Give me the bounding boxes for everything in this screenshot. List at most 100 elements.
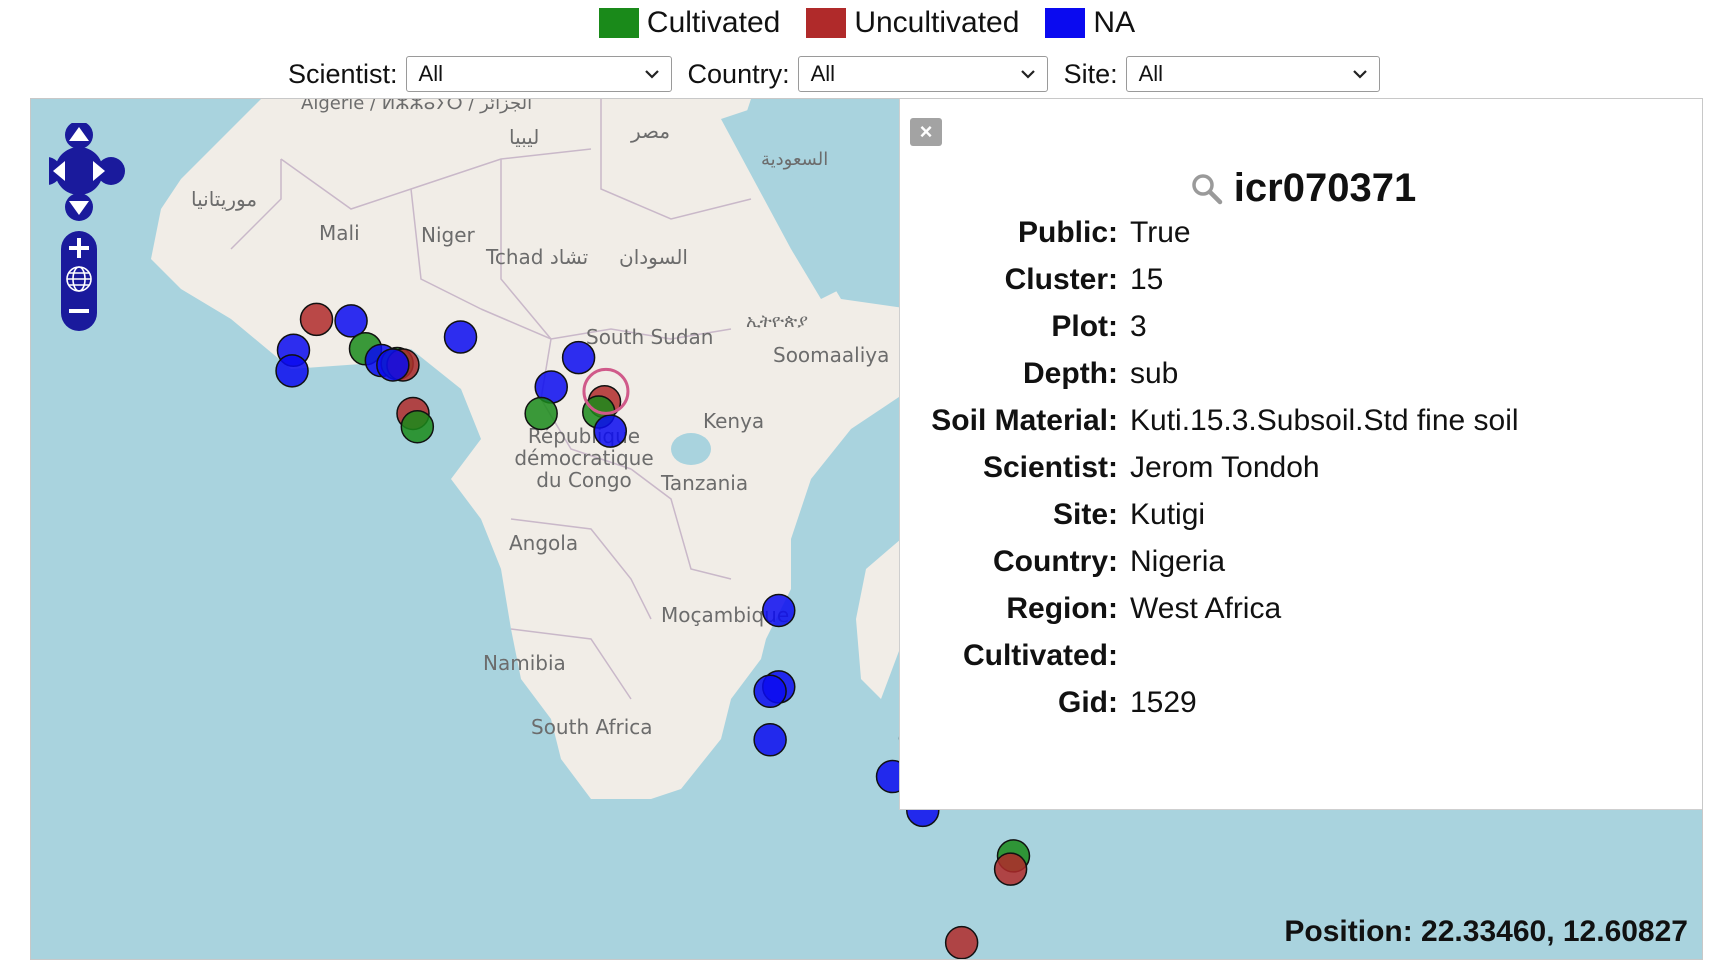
place-label-niger: Niger [421, 223, 475, 247]
attribute-value: Jerom Tondoh [1130, 451, 1320, 484]
zoom-out-icon[interactable] [69, 309, 89, 313]
legend-swatch-na [1045, 8, 1086, 38]
map-marker-na[interactable] [762, 593, 796, 628]
map-marker-na[interactable] [593, 414, 628, 448]
map-marker-uncultivated[interactable] [993, 852, 1028, 886]
lake-victoria [671, 433, 711, 465]
country-filter: Country: All [688, 56, 1048, 92]
scientist-filter: Scientist: All [288, 56, 672, 92]
place-label-mali: Mali [319, 221, 360, 245]
red-sea [721, 109, 841, 299]
legend-item-na: NA [1045, 6, 1135, 40]
attribute-value: 1529 [1130, 686, 1197, 719]
site-filter: Site: All [1064, 56, 1380, 92]
attribute-label: Scientist: [982, 451, 1118, 484]
scientist-select-value: All [418, 61, 443, 86]
place-label-libya: ليبيا [509, 125, 540, 149]
attribute-value: West Africa [1130, 592, 1282, 625]
scientist-filter-label: Scientist: [288, 58, 398, 89]
pan-up-icon[interactable] [69, 127, 89, 141]
country-select-value: All [810, 61, 836, 86]
attribute-label: Plot: [1051, 310, 1118, 343]
place-label-tanzania: Tanzania [661, 471, 749, 495]
madagascar-land [856, 539, 911, 699]
legend-item-cultivated: Cultivated [598, 6, 781, 40]
place-label-algeria: Algérie / ⵍⵣⵣⴰⵢⵔ / الجزائر [301, 98, 533, 114]
place-label-ethiopia: ኢትዮጵያ [746, 311, 809, 332]
chevron-down-icon [644, 70, 659, 79]
attribute-row: Site: Kutigi [900, 498, 1702, 542]
globe-icon[interactable] [66, 266, 92, 292]
search-icon [1192, 173, 1223, 204]
legend-item-uncultivated: Uncultivated [806, 6, 1019, 40]
attribute-value: 15 [1130, 263, 1164, 296]
map-marker-na[interactable] [561, 340, 596, 375]
attribute-row: Gid: 1529 [900, 686, 1702, 730]
pan-zoom-control [49, 123, 125, 331]
place-label-saudi: السعودية [761, 149, 829, 170]
attribute-label: Country: [993, 545, 1118, 578]
map-legend: Cultivated Uncultivated NA [0, 6, 1734, 40]
filter-bar: Scientist: All Country: All Site: All [288, 56, 1396, 92]
map-marker-na[interactable] [753, 723, 787, 757]
country-borders [230, 99, 752, 700]
place-label-angola: Angola [509, 531, 579, 555]
map-marker-cultivated[interactable] [400, 409, 435, 444]
close-button[interactable]: × [910, 118, 942, 146]
legend-label-cultivated: Cultivated [646, 6, 781, 39]
attribute-value: True [1130, 216, 1191, 249]
pan-left-icon[interactable] [53, 161, 65, 181]
place-label-kenya: Kenya [703, 409, 765, 433]
map-marker-uncultivated[interactable] [299, 302, 334, 337]
attribute-row: Scientist: Jerom Tondoh [900, 451, 1702, 495]
site-filter-label: Site: [1063, 58, 1118, 89]
selected-marker-ring [582, 367, 630, 415]
map-viewport[interactable]: Algérie / ⵍⵣⵣⴰⵢⵔ / الجزائر ليبيا مصر الس… [30, 98, 1703, 960]
attribute-row: Cluster: 15 [900, 263, 1702, 307]
map-marker-cultivated[interactable] [524, 396, 558, 431]
zoom-in-icon[interactable] [69, 238, 89, 258]
place-label-egypt: مصر [631, 119, 671, 143]
scientist-select[interactable]: All [405, 56, 672, 92]
map-marker-na[interactable] [334, 304, 368, 338]
country-select[interactable]: All [797, 56, 1048, 92]
site-select[interactable]: All [1125, 56, 1380, 92]
attribute-label: Cultivated: [962, 639, 1118, 672]
feature-popup: × icr070371 Public: True Cluster: 15 Plot: 3 D… [899, 99, 1702, 810]
basemap [151, 99, 911, 799]
pan-right-icon[interactable] [93, 161, 105, 181]
map-marker-uncultivated[interactable] [944, 925, 979, 959]
legend-label-na: NA [1093, 6, 1136, 39]
attribute-label: Site: [1052, 498, 1118, 531]
zoom-bar [61, 231, 97, 331]
country-filter-label: Country: [687, 58, 790, 89]
pan-down-icon[interactable] [69, 201, 89, 215]
attribute-row: Depth: sub [900, 357, 1702, 401]
map-marker-na[interactable] [443, 320, 478, 354]
africa-land [151, 99, 911, 799]
site-select-value: All [1138, 61, 1164, 86]
attribute-label: Cluster: [1004, 263, 1118, 296]
chevron-down-icon [1352, 70, 1367, 79]
attribute-row: Soil Material: Kuti.15.3.Subsoil.Std fine… [900, 404, 1702, 448]
attribute-value: Kuti.15.3.Subsoil.Std fine soil [1130, 404, 1519, 437]
attribute-row: Public: True [900, 216, 1702, 260]
place-label-chad: Tchad تشاد [486, 245, 589, 269]
map-marker-na[interactable] [275, 354, 309, 388]
attribute-label: Public: [1017, 216, 1118, 249]
map-marker-na[interactable] [753, 674, 787, 709]
place-label-sudan: السودان [619, 245, 688, 269]
attribute-value: 3 [1130, 310, 1147, 343]
attribute-label: Soil Material: [931, 404, 1118, 437]
attribute-value: sub [1130, 357, 1179, 390]
legend-swatch-uncultivated [806, 8, 847, 38]
popup-title-text: icr070371 [1233, 166, 1417, 210]
attribute-row: Country: Nigeria [900, 545, 1702, 589]
attribute-row: Plot: 3 [900, 310, 1702, 354]
place-label-south-africa: South Africa [531, 715, 653, 739]
position-readout: Position: 22.33460, 12.60827 [1284, 915, 1688, 948]
place-label-mauritania: موريتانيا [191, 187, 258, 211]
legend-swatch-cultivated [598, 8, 639, 38]
map-marker-na[interactable] [376, 348, 410, 382]
chevron-down-icon [1020, 70, 1035, 79]
